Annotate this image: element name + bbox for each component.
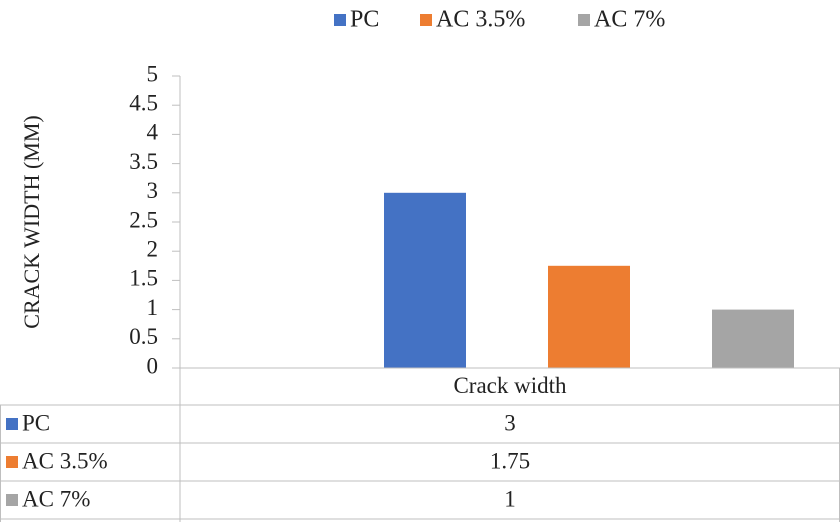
x-category-label: Crack width — [453, 373, 567, 398]
y-tick-label: 2.5 — [129, 207, 158, 232]
table-series-name: AC 7% — [22, 486, 90, 511]
y-tick-label: 0 — [147, 353, 159, 378]
data-table: Crack width PC 3 AC 3.5% 1.75 AC 7% 1 — [0, 368, 840, 522]
y-tick-label: 3 — [147, 178, 159, 203]
legend-swatch — [420, 14, 432, 26]
y-tick-label: 1.5 — [129, 266, 158, 291]
table-legend-key — [6, 494, 18, 506]
y-axis-ticks: 0 0.5 1 1.5 2 2.5 3 3.5 4 4.5 5 — [129, 61, 180, 378]
table-legend-key — [6, 456, 18, 468]
y-tick-label: 5 — [147, 61, 159, 86]
table-series-name: AC 3.5% — [22, 448, 108, 473]
table-value: 1 — [504, 486, 516, 511]
legend: PC AC 3.5% AC 7% — [334, 7, 665, 33]
legend-swatch — [334, 14, 346, 26]
bar-ac-7- — [712, 309, 794, 368]
legend-swatch — [578, 14, 590, 26]
bars — [384, 192, 794, 368]
y-tick-label: 3.5 — [129, 149, 158, 174]
legend-label: AC 7% — [594, 7, 665, 33]
table-value: 1.75 — [490, 448, 530, 473]
bar-ac-3-5- — [548, 265, 630, 368]
y-tick-label: 4 — [147, 120, 159, 145]
bar-pc — [384, 192, 466, 368]
table-legend-key — [6, 418, 18, 430]
y-tick-label: 1 — [147, 295, 159, 320]
legend-label: PC — [350, 7, 379, 33]
axes — [179, 76, 840, 522]
y-axis-title: CRACK WIDTH (MM) — [19, 115, 44, 328]
y-tick-label: 0.5 — [129, 324, 158, 349]
y-tick-label: 4.5 — [129, 90, 158, 115]
legend-label: AC 3.5% — [436, 7, 525, 33]
table-series-name: PC — [22, 410, 50, 435]
table-value: 3 — [504, 410, 516, 435]
y-tick-label: 2 — [147, 236, 159, 261]
